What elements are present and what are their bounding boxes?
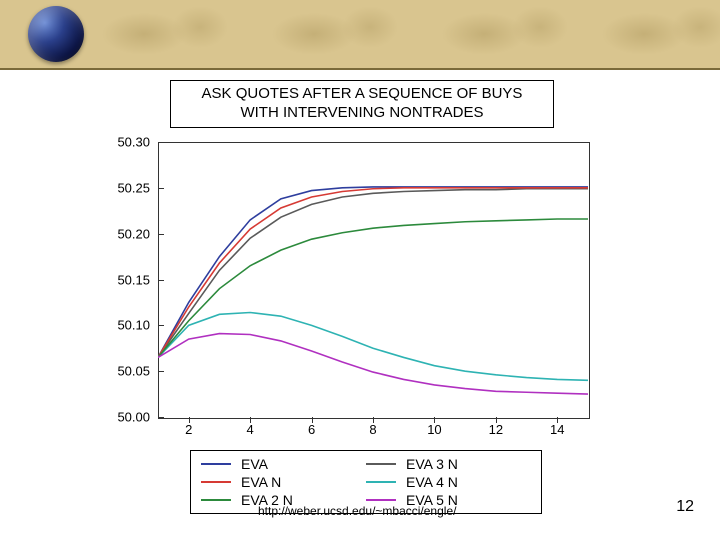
chart-title-line1: ASK QUOTES AFTER A SEQUENCE OF BUYS	[177, 85, 547, 104]
x-tick-label: 6	[302, 422, 322, 437]
x-tick-label: 8	[363, 422, 383, 437]
y-tick-label: 50.20	[100, 226, 150, 241]
x-tick-mark	[189, 417, 190, 423]
legend-swatch	[201, 481, 231, 483]
legend-swatch	[201, 499, 231, 501]
y-tick-mark	[158, 234, 164, 235]
x-tick-mark	[312, 417, 313, 423]
chart-container: 50.00 50.05 50.10 50.15 50.20 50.25 50.30 2 4 6 8…	[100, 132, 600, 442]
x-tick-label: 14	[547, 422, 567, 437]
y-tick-label: 50.25	[100, 180, 150, 195]
header-band	[0, 0, 720, 68]
globe-icon	[28, 6, 84, 62]
y-tick-label: 50.00	[100, 410, 150, 425]
legend-label: EVA N	[241, 474, 321, 490]
x-tick-mark	[557, 417, 558, 423]
legend-swatch	[366, 499, 396, 501]
x-tick-label: 2	[179, 422, 199, 437]
y-tick-mark	[158, 280, 164, 281]
x-tick-mark	[250, 417, 251, 423]
footer-link: http://weber.ucsd.edu/~mbacci/engle/	[258, 504, 456, 518]
legend-label: EVA 3 N	[406, 456, 486, 472]
series-eva5n	[158, 334, 588, 395]
y-tick-mark	[158, 325, 164, 326]
series-eva3n	[158, 189, 588, 358]
y-tick-mark	[158, 142, 164, 143]
legend-item: EVA N	[201, 473, 366, 491]
legend-item: EVA	[201, 455, 366, 473]
series-eva4n	[158, 313, 588, 381]
x-tick-mark	[496, 417, 497, 423]
legend-swatch	[366, 481, 396, 483]
series-evan	[158, 188, 588, 358]
x-tick-label: 4	[240, 422, 260, 437]
header-underline	[0, 68, 720, 70]
y-tick-label: 50.10	[100, 318, 150, 333]
y-tick-label: 50.30	[100, 135, 150, 150]
y-tick-mark	[158, 371, 164, 372]
legend-item: EVA 3 N	[366, 455, 531, 473]
page-number: 12	[676, 498, 694, 516]
legend-label: EVA 4 N	[406, 474, 486, 490]
x-tick-label: 10	[424, 422, 444, 437]
legend-swatch	[201, 463, 231, 465]
y-tick-mark	[158, 188, 164, 189]
chart-title-line2: WITH INTERVENING NONTRADES	[177, 104, 547, 123]
series-eva2n	[158, 219, 588, 357]
legend-swatch	[366, 463, 396, 465]
series-eva	[158, 187, 588, 357]
legend-label: EVA	[241, 456, 321, 472]
legend-item: EVA 4 N	[366, 473, 531, 491]
y-tick-label: 50.05	[100, 364, 150, 379]
x-tick-mark	[434, 417, 435, 423]
chart-title-box: ASK QUOTES AFTER A SEQUENCE OF BUYS WITH…	[170, 80, 554, 128]
x-tick-mark	[373, 417, 374, 423]
y-tick-label: 50.15	[100, 272, 150, 287]
y-tick-mark	[158, 417, 164, 418]
chart-lines	[158, 142, 588, 417]
x-tick-label: 12	[486, 422, 506, 437]
